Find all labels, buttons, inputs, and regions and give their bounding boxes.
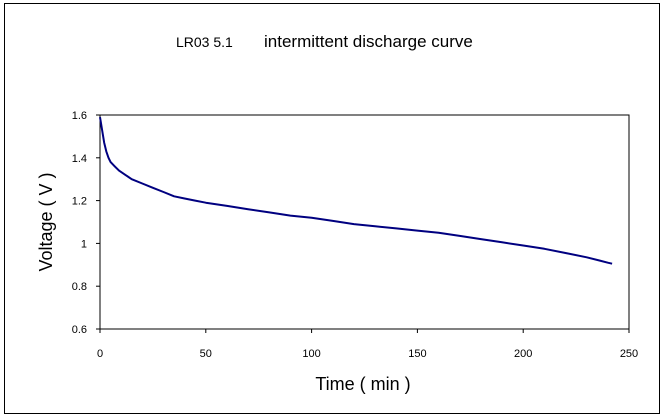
y-tick-label: 0.8 [72,281,87,293]
y-tick-label: 1 [81,238,87,250]
chart-outer-border [4,3,660,414]
series-layer [99,116,613,265]
y-tick-label: 0.6 [72,324,87,336]
x-axis: 0 50 100 150 200 250 [97,329,638,360]
y-tick-label: 1.2 [72,196,87,208]
x-axis-label: Time ( min ) [315,374,410,394]
x-tick-label: 0 [97,348,103,360]
x-tick-label: 150 [408,348,426,360]
y-axis-label: Voltage ( V ) [36,172,56,271]
x-tick-label: 250 [620,348,638,360]
y-tick-label: 1.6 [72,110,87,122]
plot-area [99,114,630,330]
x-tick-label: 100 [302,348,320,360]
chart-title-text: intermittent discharge curve [264,32,473,51]
x-tick-label: 50 [200,348,212,360]
y-axis: 0.6 0.8 1 1.2 1.4 1.6 [72,110,100,336]
chart-title-code: LR03 5.1 [176,34,233,50]
y-tick-label: 1.4 [72,153,87,165]
x-tick-label: 200 [514,348,532,360]
discharge-curve-line [99,116,613,265]
